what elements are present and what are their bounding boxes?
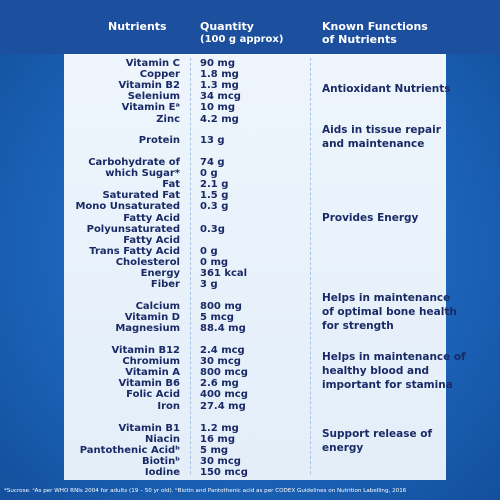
nutrient-quantity: 400 mcg <box>200 389 248 401</box>
nutrient-quantity: 90 mg <box>200 58 235 69</box>
nutrient-name: Niacin <box>144 434 180 446</box>
nutrient-quantity: 5 mcg <box>200 312 234 324</box>
nutrient-name: Magnesium <box>115 323 180 335</box>
nutrient-name: Vitamin B6 <box>118 378 180 390</box>
nutrient-name: Vitamin B2 <box>118 80 180 92</box>
nutrient-name: Carbohydrate of <box>88 157 180 168</box>
nutrient-name: Vitamin B1 <box>118 423 180 434</box>
nutrient-quantity: 800 mcg <box>200 367 248 379</box>
nutrient-name: Vitamin Eᵃ <box>121 102 180 114</box>
column-separator <box>310 58 311 474</box>
nutrient-quantity: 1.3 mg <box>200 80 239 92</box>
nutrient-name: Vitamin C <box>125 58 180 69</box>
nutrient-quantity: 27.4 mg <box>200 400 246 412</box>
nutrient-quantity: 800 mg <box>200 301 242 312</box>
nutrient-quantity: 361 kcal <box>200 268 248 279</box>
function-text: Support release of <box>322 428 433 440</box>
function-text: healthy blood and <box>322 365 430 377</box>
nutrient-quantity: 88.4 mg <box>200 323 246 335</box>
nutrient-name: Saturated Fat <box>102 190 180 202</box>
nutrient-name: Energy <box>140 268 180 279</box>
function-text: Aids in tissue repair <box>322 124 441 136</box>
footnote: *Sucrose. ᵃAs per WHO RNIs 2004 for adul… <box>4 488 407 494</box>
nutrient-quantity: 1.8 mg <box>200 69 239 81</box>
nutrient-quantity: 0.3 g <box>200 201 229 213</box>
nutrient-name: Polyunsaturated <box>86 223 180 235</box>
function-text: of optimal bone health <box>322 306 457 318</box>
nutrient-name: Cholesterol <box>115 256 180 268</box>
nutrient-name: which Sugar* <box>105 168 180 180</box>
function-text: Helps in maintenance of <box>322 351 466 363</box>
nutrient-quantity: 0 g <box>200 168 218 180</box>
header-quantity-note: (100 g approx) <box>200 34 284 45</box>
nutrient-quantity: 4.2 mg <box>200 113 239 125</box>
nutrient-name: Vitamin D <box>124 312 180 324</box>
header-quantity: Quantity <box>200 20 254 33</box>
nutrient-quantity: 30 mcg <box>200 456 241 468</box>
function-text: Antioxidant Nutrients <box>322 83 451 95</box>
nutrient-quantity: 30 mcg <box>200 356 241 368</box>
nutrient-name: Folic Acid <box>126 389 180 401</box>
nutrient-quantity: 3 g <box>200 279 218 291</box>
nutrient-name: Fat <box>162 179 180 191</box>
nutrient-name: Vitamin B12 <box>111 345 180 356</box>
function-text: Provides Energy <box>322 212 419 224</box>
nutrient-quantity: 74 g <box>200 157 225 168</box>
nutrient-name: Zinc <box>156 113 180 125</box>
nutrient-quantity: 2.4 mcg <box>200 345 245 356</box>
nutrient-quantity: 2.6 mg <box>200 378 239 390</box>
nutrient-name: Iron <box>157 400 180 412</box>
function-text: energy <box>322 442 364 454</box>
nutrient-quantity: 10 mg <box>200 102 235 114</box>
function-text: for strength <box>322 320 394 332</box>
nutrient-name: Iodine <box>144 467 180 479</box>
nutrient-name: Fiber <box>150 279 180 291</box>
nutrient-quantity: 150 mcg <box>200 467 248 479</box>
nutrient-name: Chromium <box>122 356 180 368</box>
header-functions: of Nutrients <box>322 33 397 46</box>
nutrient-quantity: 34 mcg <box>200 91 241 103</box>
nutrient-name: Mono Unsaturated <box>75 201 180 213</box>
nutrient-quantity: 0 mg <box>200 256 229 268</box>
nutrient-name: Fatty Acid <box>123 234 180 246</box>
nutrient-quantity: 0.3g <box>200 223 225 235</box>
header-band <box>0 0 500 54</box>
nutrient-name: Vitamin A <box>125 367 180 379</box>
nutrient-quantity: 2.1 g <box>200 179 229 191</box>
nutrient-quantity: 0 g <box>200 245 218 257</box>
nutrient-quantity: 13 g <box>200 135 225 146</box>
nutrient-name: Copper <box>139 69 180 81</box>
nutrient-name: Biotinᵇ <box>141 456 180 468</box>
nutrient-name: Protein <box>138 135 180 146</box>
function-text: and maintenance <box>322 138 425 150</box>
nutrient-quantity: 16 mg <box>200 434 235 446</box>
nutrient-name: Pantothenic Acidᵇ <box>79 445 180 457</box>
nutrient-quantity: 1.2 mg <box>200 423 239 434</box>
nutrient-quantity: 1.5 g <box>200 190 229 202</box>
nutrient-name: Fatty Acid <box>123 212 180 224</box>
header-nutrients: Nutrients <box>108 20 167 33</box>
nutrient-quantity: 5 mg <box>200 445 229 457</box>
column-separator <box>190 58 191 474</box>
function-text: important for stamina <box>322 379 453 391</box>
header-functions: Known Functions <box>322 20 428 33</box>
table-panel <box>64 54 446 480</box>
function-text: Helps in maintenance <box>322 292 451 304</box>
nutrient-name: Trans Fatty Acid <box>89 245 180 257</box>
nutrient-name: Selenium <box>127 91 180 103</box>
nutrient-name: Calcium <box>135 301 180 312</box>
